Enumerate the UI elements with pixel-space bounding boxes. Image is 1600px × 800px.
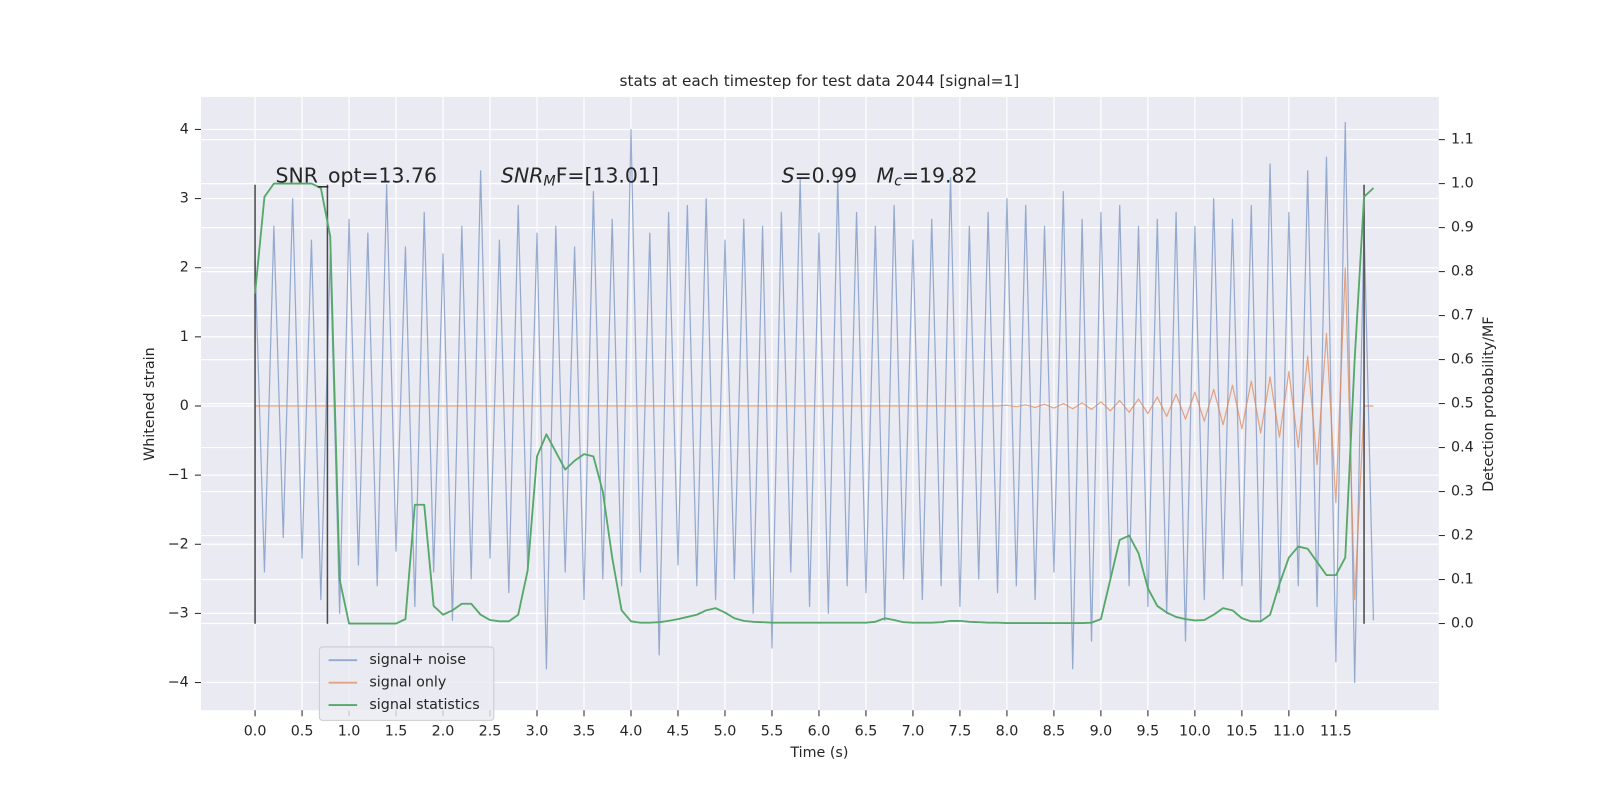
y2-tick-label: 0.4 <box>1451 440 1474 456</box>
y-tick-label: 4 <box>180 121 189 137</box>
x-tick-label: 7.5 <box>949 724 972 740</box>
x-tick-label: 4.5 <box>667 724 690 740</box>
x-tick-label: 3.0 <box>526 724 549 740</box>
annotation-part: =0.99 <box>795 164 877 188</box>
x-tick-label: 5.0 <box>714 724 737 740</box>
y-tick-label: −1 <box>168 467 189 483</box>
annotation-part: SNR_opt=13.76 <box>276 164 437 189</box>
annotation-part: M <box>543 174 555 190</box>
annotation-part: =19.82 <box>902 164 977 188</box>
y-tick-label: −3 <box>168 605 189 621</box>
y2-tick-label: 0.3 <box>1451 484 1474 500</box>
y2-tick-label: 0.1 <box>1451 572 1474 588</box>
x-tick-label: 8.5 <box>1043 724 1066 740</box>
y2-tick-label: 0.2 <box>1451 528 1474 544</box>
y-tick-label: 1 <box>180 329 189 345</box>
y-tick-label: 3 <box>180 191 189 207</box>
x-tick-label: 2.5 <box>479 724 502 740</box>
legend: signal+ noise signal only signal statistic… <box>318 646 495 721</box>
x-tick-label: 9.5 <box>1137 724 1160 740</box>
y-axis-label: Whitened strain <box>142 347 158 461</box>
x-tick-label: 4.0 <box>620 724 643 740</box>
x-tick-label: 5.5 <box>761 724 784 740</box>
x-tick-label: 11.0 <box>1273 724 1305 740</box>
legend-label: signal only <box>369 675 446 691</box>
y2-tick-label: 0.6 <box>1451 352 1474 368</box>
x-tick-label: 0.0 <box>244 724 267 740</box>
x-tick-label: 10.0 <box>1179 724 1211 740</box>
chart-title: stats at each timestep for test data 204… <box>620 72 1020 90</box>
series-line <box>254 182 1375 625</box>
x-tick-label: 8.0 <box>996 724 1019 740</box>
y2-tick-label: 0.5 <box>1451 396 1474 412</box>
annotation-part: M <box>877 164 895 188</box>
y-tick-label: 2 <box>180 260 189 276</box>
y-tick-label: −4 <box>168 675 189 691</box>
x-tick-label: 6.5 <box>855 724 878 740</box>
x-tick-label: 10.5 <box>1226 724 1258 740</box>
x-tick-label: 6.0 <box>808 724 831 740</box>
marks <box>254 121 1375 684</box>
annotation-part: SNR <box>501 164 543 188</box>
legend-label: signal statistics <box>369 697 479 713</box>
annotation-part: c <box>894 174 902 190</box>
x-tick-label: 11.5 <box>1320 724 1352 740</box>
x-tick-label: 9.0 <box>1090 724 1113 740</box>
legend-box <box>318 646 495 721</box>
x-tick-label: 2.0 <box>432 724 455 740</box>
y2-axis-label: Detection probability/MF <box>1481 316 1497 491</box>
series-line <box>254 121 1375 684</box>
annotation-part: F=[13.01] <box>556 164 659 188</box>
y2-tick-label: 1.1 <box>1451 132 1474 148</box>
y2-tick-label: 0.0 <box>1451 616 1474 632</box>
annotation: SNRMF=[13.01] <box>501 164 659 190</box>
series-line <box>255 267 1374 601</box>
overlay: SNR_opt=13.76 SNRMF=[13.01] S=0.99 Mc=19.8… <box>276 164 978 721</box>
annotation: S=0.99 Mc=19.82 <box>782 164 978 190</box>
y2-tick-label: 0.8 <box>1451 264 1474 280</box>
y-tick-label: 0 <box>180 398 189 414</box>
x-axis-label: Time (s) <box>789 745 848 761</box>
x-tick-label: 1.0 <box>338 724 361 740</box>
y2-tick-label: 1.0 <box>1451 176 1474 192</box>
y2-tick-label: 0.7 <box>1451 308 1474 324</box>
annotation-part: S <box>782 164 795 188</box>
y2-tick-label: 0.9 <box>1451 220 1474 236</box>
x-tick-label: 7.0 <box>902 724 925 740</box>
x-tick-label: 1.5 <box>385 724 408 740</box>
legend-label: signal+ noise <box>369 652 466 668</box>
x-tick-label: 0.5 <box>291 724 314 740</box>
x-tick-label: 3.5 <box>573 724 596 740</box>
y-tick-label: −2 <box>168 536 189 552</box>
annotation: SNR_opt=13.76 <box>276 164 437 189</box>
